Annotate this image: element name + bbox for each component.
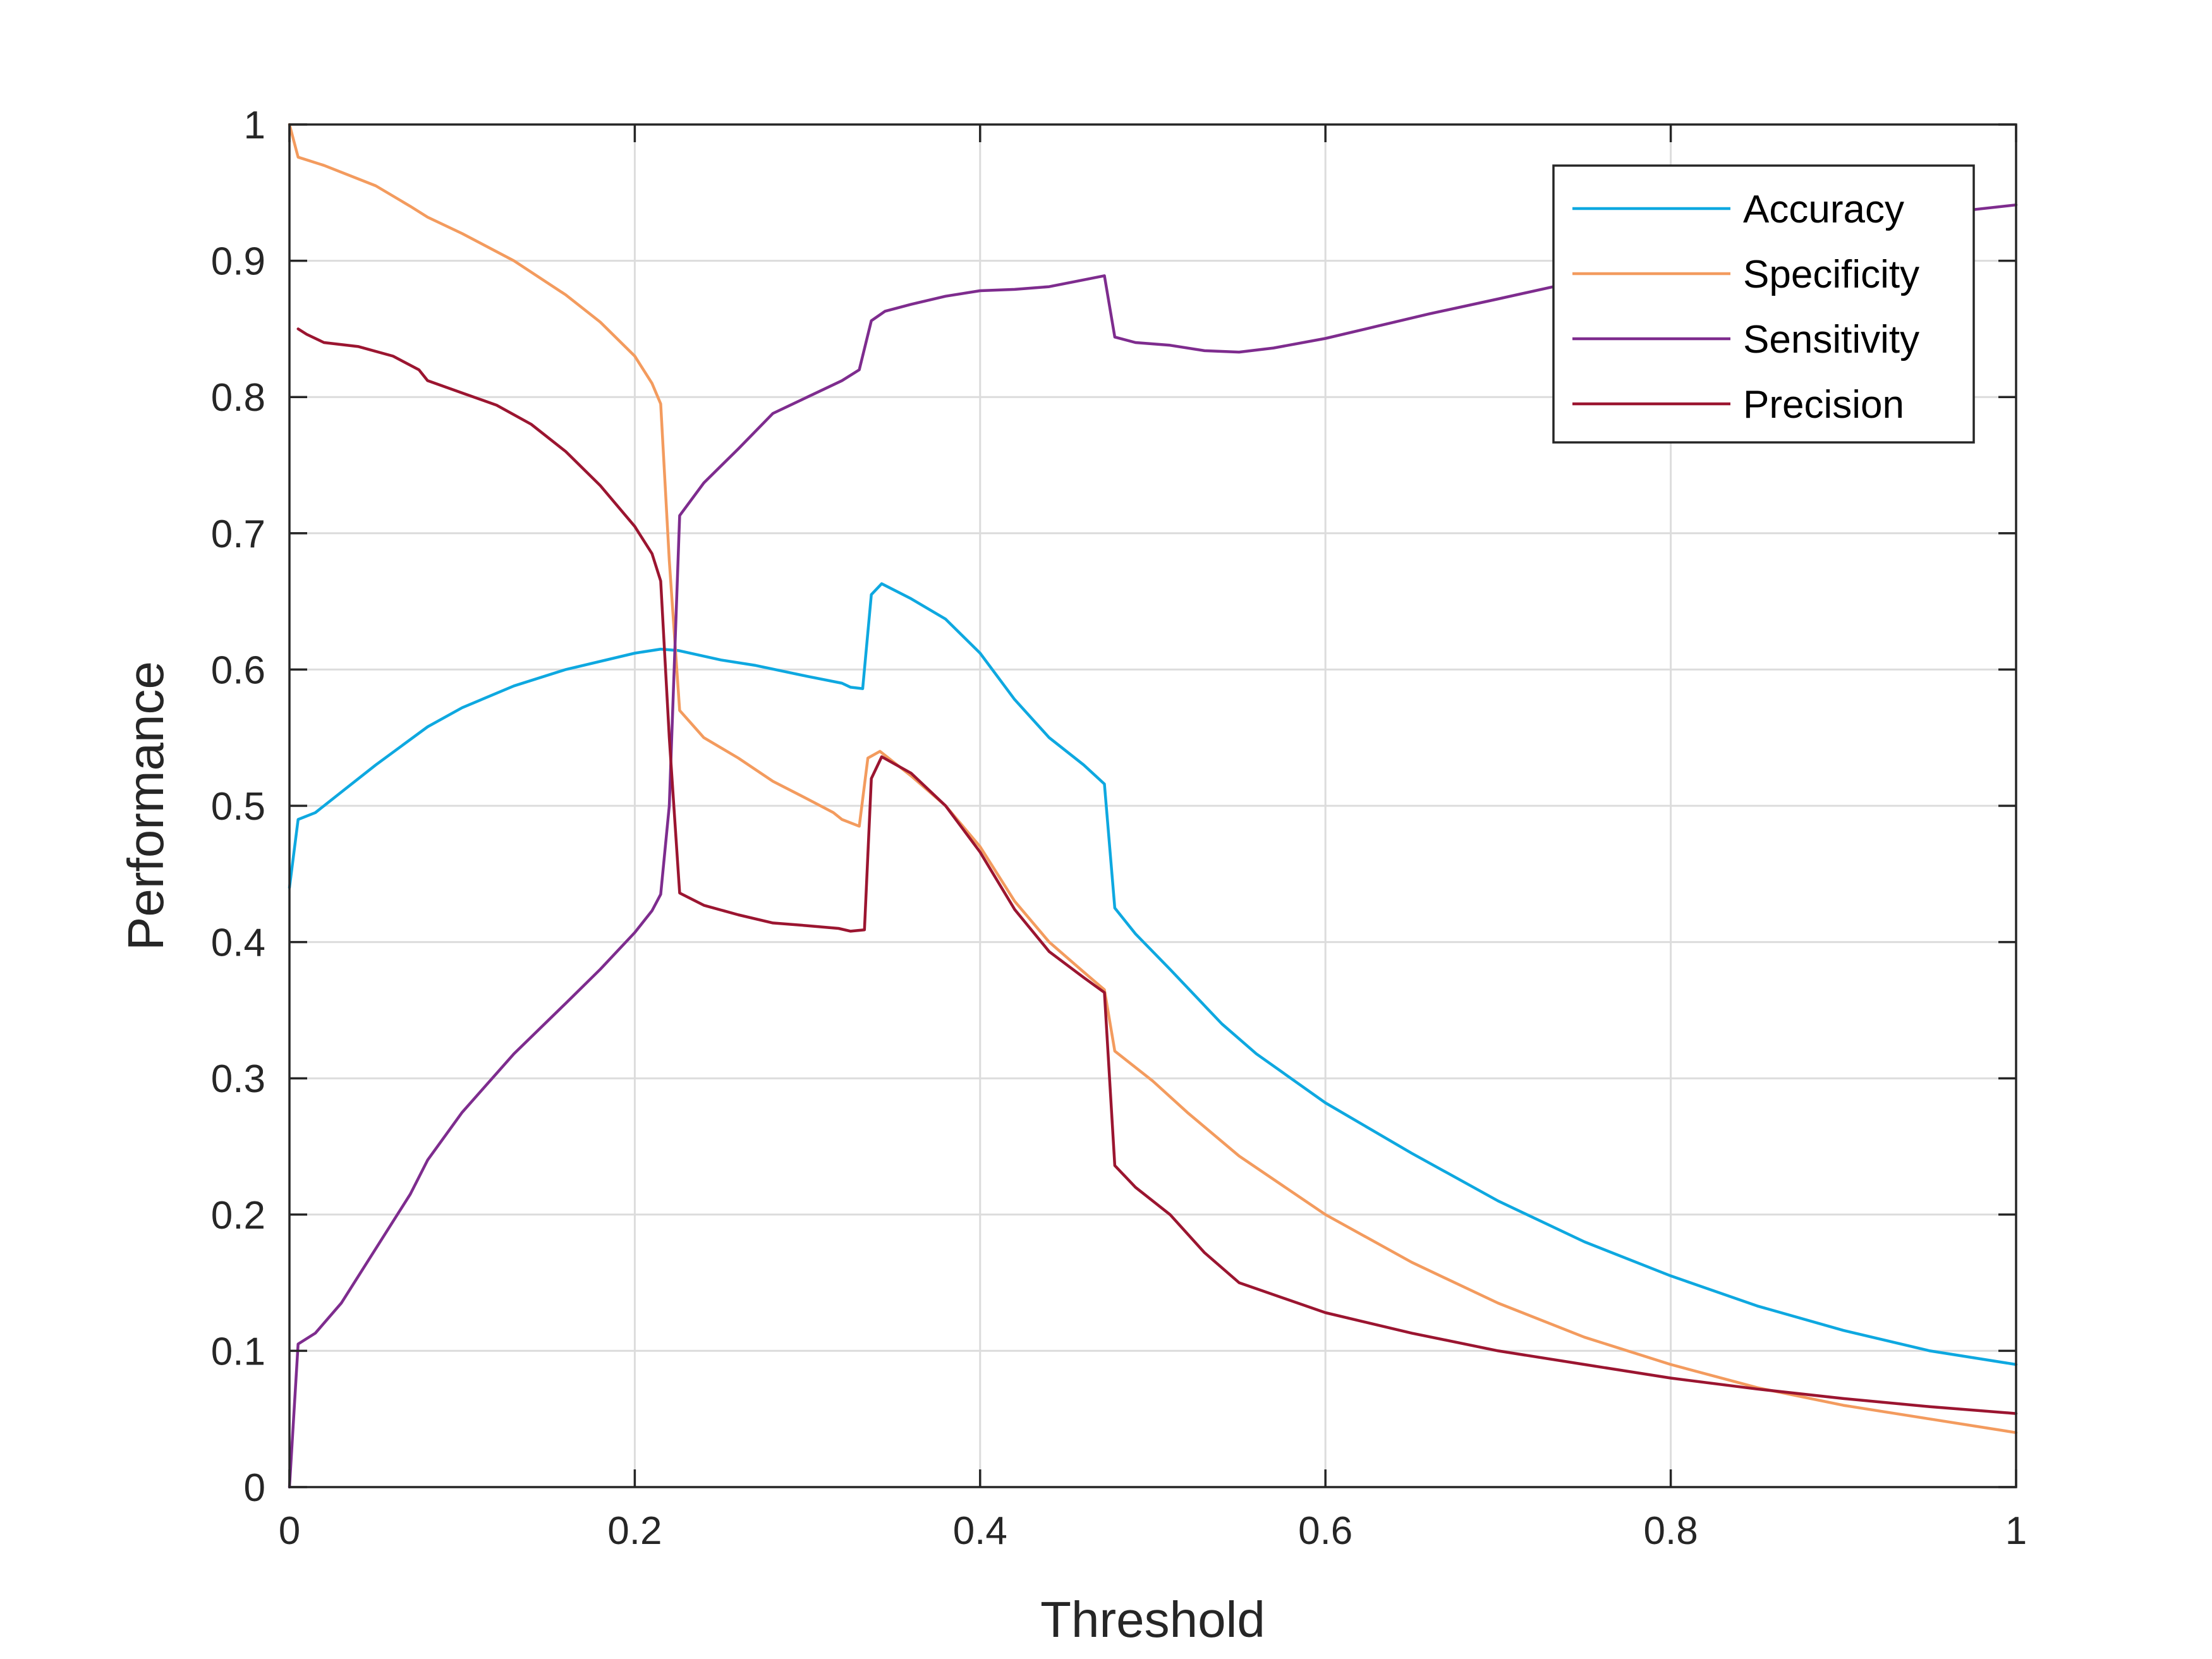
x-tick-label: 0: [279, 1509, 300, 1553]
axis-ticks: [288, 123, 2017, 1488]
y-tick-label: 0.2: [211, 1194, 265, 1237]
legend-label-accuracy: Accuracy: [1743, 188, 1904, 231]
y-tick-label: 0.9: [211, 240, 265, 284]
legend-items: Accuracy Specificity Sensitivity Precision: [1572, 188, 1919, 427]
x-axis-tick-labels: 0 0.2 0.4 0.6 0.8 1: [279, 1509, 2027, 1553]
y-tick-label: 0.8: [211, 376, 265, 420]
legend-label-precision: Precision: [1743, 383, 1904, 427]
y-tick-label: 0.4: [211, 921, 265, 965]
y-axis-label: Performance: [118, 661, 174, 951]
series-line-accuracy: [288, 582, 2018, 1366]
x-tick-label: 1: [2005, 1509, 2027, 1553]
x-tick-label: 0.8: [1643, 1509, 1698, 1553]
legend-label-specificity: Specificity: [1743, 253, 1919, 296]
legend-box: [1552, 164, 1975, 444]
y-tick-label: 0.3: [211, 1057, 265, 1101]
series-lines: [288, 123, 2018, 1489]
y-axis-tick-labels: 0 0.1 0.2 0.3 0.4 0.5 0.6 0.7 0.8 0.9 1: [211, 104, 265, 1510]
x-axis-label: Threshold: [1040, 1591, 1265, 1648]
y-tick-label: 0.7: [211, 513, 265, 556]
y-tick-label: 0.6: [211, 648, 265, 692]
y-tick-label: 0.1: [211, 1330, 265, 1373]
series-line-sensitivity: [288, 203, 2018, 1489]
series-line-specificity: [288, 123, 2018, 1435]
legend: Accuracy Specificity Sensitivity Precision: [1552, 164, 1975, 444]
y-tick-label: 0: [244, 1466, 265, 1510]
x-tick-label: 0.4: [953, 1509, 1007, 1553]
series-line-precision: [296, 327, 2018, 1415]
grid: [289, 125, 2016, 1487]
x-tick-label: 0.6: [1298, 1509, 1352, 1553]
y-tick-label: 1: [244, 104, 265, 147]
legend-label-sensitivity: Sensitivity: [1743, 318, 1919, 362]
y-tick-label: 0.5: [211, 785, 265, 829]
x-tick-label: 0.2: [607, 1509, 662, 1553]
